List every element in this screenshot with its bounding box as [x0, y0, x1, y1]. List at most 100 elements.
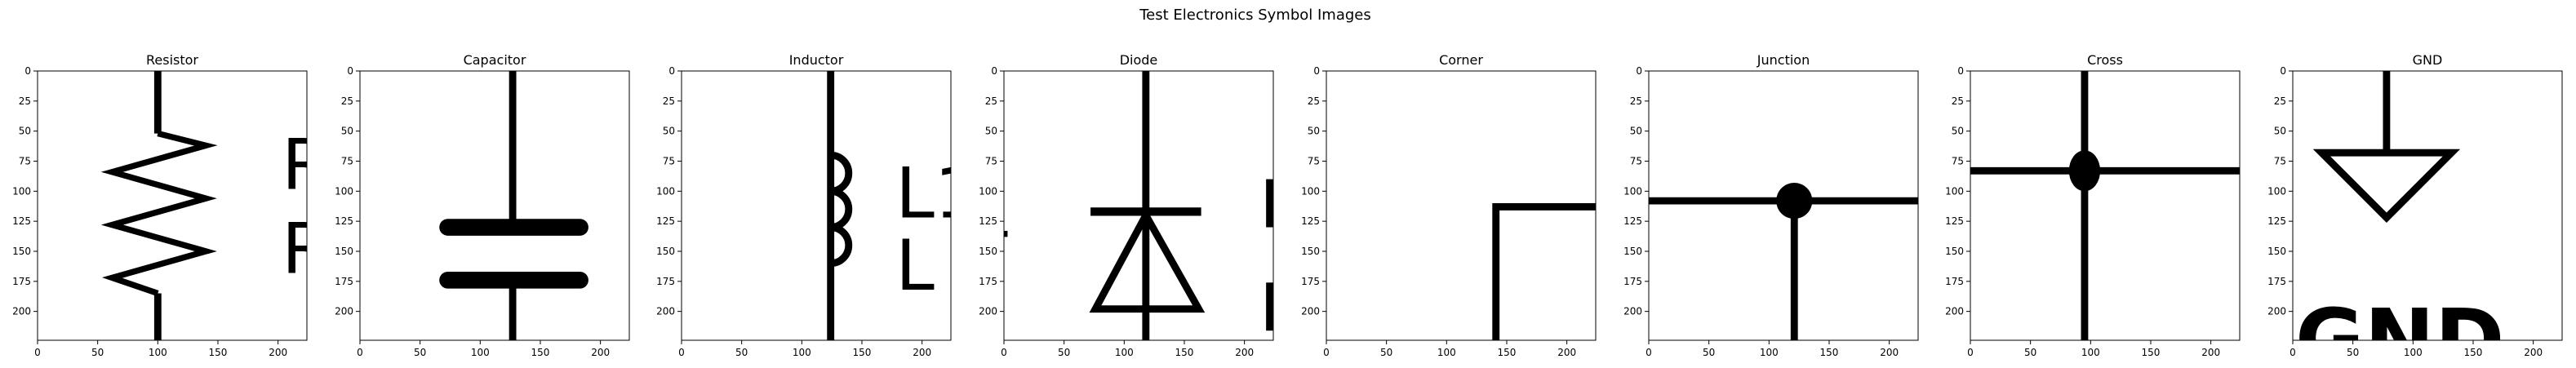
x-tick-label: 50 [1380, 347, 1392, 358]
x-tick-label: 0 [1323, 347, 1330, 358]
y-tick-label: 125 [656, 215, 675, 227]
y-tick-label: 125 [979, 215, 997, 227]
inductor-glyph-2: L [895, 226, 935, 307]
panel-title-gnd: GND [2413, 52, 2443, 68]
y-tick-label: 200 [1945, 306, 1964, 317]
y-tick-label: 25 [1952, 95, 1964, 107]
axes-frame-capacitor [359, 70, 630, 341]
symbol-corner [1492, 203, 1596, 340]
y-tick-label: 150 [1623, 246, 1642, 257]
panel-resistor: Resistor RR 0 50 100 150 200 0 25 50 75 100 125 150 17… [12, 52, 308, 358]
x-tick-label: 150 [1820, 347, 1839, 358]
image-background [682, 71, 951, 340]
gnd-glyph: GND [2295, 291, 2505, 368]
y-tick-label: 175 [979, 276, 997, 287]
y-tick-label: 75 [2274, 155, 2286, 166]
y-tick-label: 100 [979, 185, 997, 197]
x-tick-label: 50 [1703, 347, 1715, 358]
y-tick-label: 100 [1945, 185, 1964, 197]
y-tick-label: 200 [335, 306, 353, 317]
x-tick-label: 0 [1646, 347, 1652, 358]
y-tick-label: 125 [2267, 215, 2286, 227]
capacitor-plate-bottom [439, 272, 588, 289]
y-tick-label: 100 [1623, 185, 1642, 197]
x-tick-label: 150 [2142, 347, 2161, 358]
diode-fragment-left [1004, 230, 1008, 237]
x-tick-label: 0 [2290, 347, 2296, 358]
x-tick-label: 100 [2081, 347, 2100, 358]
y-tick-label: 25 [1630, 95, 1642, 107]
symbol-diode [1004, 71, 1273, 340]
y-tick-label: 75 [1630, 155, 1642, 166]
axes-frame-diode [1003, 70, 1274, 341]
y-tick-label: 150 [1945, 246, 1964, 257]
x-tick-label: 150 [1175, 347, 1194, 358]
image-area-capacitor [360, 71, 629, 340]
x-tick-label: 50 [414, 347, 426, 358]
y-tick-label: 0 [991, 65, 997, 77]
symbol-junction [1649, 183, 1918, 340]
y-tick-label: 200 [656, 306, 675, 317]
y-tick-label: 125 [335, 215, 353, 227]
x-tick-label: 0 [1967, 347, 1974, 358]
y-tick-label: 75 [1952, 155, 1964, 166]
x-tick-label: 50 [91, 347, 104, 358]
gnd-triangle [2312, 149, 2461, 223]
x-tick-label: 200 [1235, 347, 1254, 358]
x-tick-label: 100 [1115, 347, 1134, 358]
x-tick-label: 100 [471, 347, 490, 358]
y-tick-label: 175 [2267, 276, 2286, 287]
inductor-coil [830, 151, 853, 268]
y-tick-label: 0 [1313, 65, 1320, 77]
x-tick-label: 150 [531, 347, 550, 358]
x-tick-label: 0 [678, 347, 685, 358]
y-tick-label: 0 [1957, 65, 1964, 77]
panel-title-diode: Diode [1120, 52, 1158, 68]
image-background [1004, 71, 1273, 340]
y-tick-label: 175 [1301, 276, 1320, 287]
y-tick-label: 100 [2267, 185, 2286, 197]
y-tick-label: 50 [985, 126, 997, 137]
axes-frame-gnd [2292, 70, 2563, 341]
x-tick-label: 200 [2201, 347, 2220, 358]
y-tick-label: 150 [656, 246, 675, 257]
resistor-zigzag [100, 131, 218, 297]
panel-title-cross: Cross [2087, 52, 2123, 68]
x-tick-label: 0 [34, 347, 41, 358]
panel-title-capacitor: Capacitor [464, 52, 526, 68]
y-tick-label: 0 [347, 65, 353, 77]
y-tick-label: 0 [2280, 65, 2286, 77]
x-tick-label: 100 [793, 347, 811, 358]
image-area-diode [1004, 71, 1273, 340]
image-area-gnd: GND [2293, 71, 2562, 368]
y-tick-label: 125 [1301, 215, 1320, 227]
panel-inductor: Inductor L1L 0 50 100 150 200 0 25 50 75 100 125 150 1… [656, 52, 952, 358]
x-tick-label: 100 [1437, 347, 1456, 358]
x-tick-label: 50 [2347, 347, 2359, 358]
y-tick-label: 100 [335, 185, 353, 197]
panel-capacitor: Capacitor 0 50 100 150 200 0 25 50 75 100 125 150 175… [335, 52, 630, 358]
y-tick-label: 175 [656, 276, 675, 287]
image-area-inductor: L1L [682, 71, 951, 340]
y-tick-label: 125 [1623, 215, 1642, 227]
y-tick-label: 150 [335, 246, 353, 257]
x-tick-label: 0 [1001, 347, 1007, 358]
y-tick-label: 50 [1630, 126, 1642, 137]
y-tick-label: 0 [668, 65, 675, 77]
y-tick-label: 175 [1945, 276, 1964, 287]
capacitor-plate-top [439, 219, 588, 236]
y-tick-label: 200 [2267, 306, 2286, 317]
image-background [1970, 71, 2240, 340]
symbol-capacitor [439, 71, 588, 340]
symbol-inductor: L1L [827, 71, 951, 340]
y-tick-label: 200 [1623, 306, 1642, 317]
y-tick-label: 200 [1301, 306, 1320, 317]
y-tick-label: 50 [19, 126, 31, 137]
y-tick-label: 25 [663, 95, 675, 107]
image-background [360, 71, 629, 340]
y-tick-label: 150 [1301, 246, 1320, 257]
image-area-corner [1326, 71, 1596, 340]
image-background [2293, 71, 2562, 340]
y-tick-label: 75 [1308, 155, 1320, 166]
